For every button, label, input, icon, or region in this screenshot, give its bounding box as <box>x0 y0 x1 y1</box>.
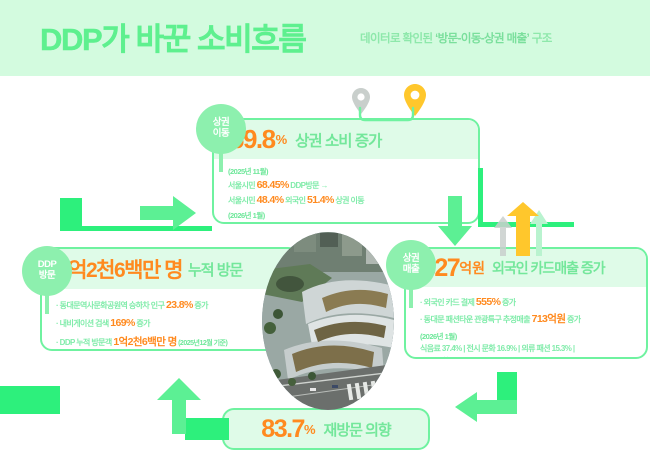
connector-stub-left <box>60 198 82 228</box>
detail-row: (2026년 1월) <box>228 210 466 222</box>
detail-row: (2026년 1월) <box>420 331 634 344</box>
detail-row: 편의 생활 소비 11.8% 등 <box>420 356 634 359</box>
card-revisit-intent[interactable]: 83.7 % 재방문 의향 <box>222 408 430 450</box>
detail-row: 서울시민 68.45% DDP방문 → <box>228 178 466 193</box>
badge-stem <box>409 286 413 308</box>
detail-mid: 증가 <box>565 314 581 324</box>
card-visit-header: 1억2천6백만 명 누적 방문 <box>42 249 298 289</box>
badge-line-1: 상권 <box>402 253 420 265</box>
card-move-header: 69.8 % 상권 소비 증가 <box>214 120 478 159</box>
detail-year: (2026년 1월) <box>228 211 265 221</box>
card-move-label: 상권 소비 증가 <box>295 132 382 150</box>
card-sales-unit: 억원 <box>459 260 485 276</box>
detail-row: 서울시민 80%이상 DDP방문 → 이중 69.8% 상권 소비 <box>228 222 466 224</box>
detail-value-1: 80% <box>257 223 276 224</box>
arrow-right-icon <box>140 196 196 235</box>
detail-row: (2025년 11월) <box>228 166 466 178</box>
detail-row: · 동대문역사문화공원역 승하차 인구 23.8% 증가 <box>56 296 286 314</box>
map-pin-gray-icon <box>352 88 370 119</box>
detail-pre: · DDP 누적 방문객 <box>56 337 114 347</box>
subtitle-pre: 데이터로 확인된 <box>360 33 436 45</box>
detail-pre: · 동대문 패션타운 관광특구 추정매출 <box>420 314 532 324</box>
card-visit-value: 1억2천6백만 명 <box>58 259 183 282</box>
detail-mid: 증가 <box>134 319 150 329</box>
detail-value-1: 23.8% <box>165 299 193 311</box>
header-band <box>0 0 650 76</box>
connector-bar-right-v <box>478 168 483 226</box>
page-subtitle: 데이터로 확인된 ‘방문-이동-상권 매출’ 구조 <box>360 33 553 46</box>
card-sales-label: 외국인 카드매출 증가 <box>491 260 606 276</box>
card-move-unit: % <box>275 132 288 147</box>
connector-bar-left <box>60 226 212 231</box>
detail-value-2: 69.8% <box>345 223 372 224</box>
page-title: DDP가 바꾼 소비흐름 <box>40 22 307 57</box>
detail-post: (2025년12월 기준) <box>176 339 228 347</box>
detail-value-1: 48.4% <box>256 194 284 207</box>
detail-year: (2026년 1월) <box>420 331 457 341</box>
detail-value-1: 169% <box>110 317 135 330</box>
badge-line-2: 방문 <box>38 270 56 281</box>
badge-ddp-visit: DDP 방문 <box>22 246 72 314</box>
detail-pre: 서울시민 <box>228 196 257 206</box>
connector-stub-bottom-right <box>497 372 517 400</box>
detail-mid: 증가 <box>500 298 516 307</box>
detail-year: (2025년 11월) <box>228 167 269 176</box>
detail-post: 상권 이동 <box>333 196 365 206</box>
card-sales-body: · 외국인 카드 결제 555% 증가 · 동대문 패션타운 관광특구 추정매출… <box>406 287 646 359</box>
badge-stem <box>219 150 223 172</box>
detail-mid: 외국인 <box>283 196 307 206</box>
card-revisit-value: 83.7 <box>261 414 305 443</box>
badge-line-1: DDP <box>37 259 57 271</box>
detail-row: · 내비게이션 검색 169% 증가 <box>56 314 286 332</box>
badge-stem <box>45 292 49 314</box>
detail-value-2: 51.4% <box>306 194 334 207</box>
detail-mid: DDP방문 → <box>288 180 328 190</box>
card-revisit-unit: % <box>303 421 316 437</box>
card-commercial-sales[interactable]: 827 억원 외국인 카드매출 증가 · 외국인 카드 결제 555% 증가 ·… <box>404 247 648 359</box>
detail-row: · DDP 누적 방문객 1억2천6백만 명 (2025년12월 기준) <box>56 333 286 349</box>
arrow-down-icon <box>438 196 472 251</box>
detail-value-1: 68.45% <box>256 178 290 191</box>
detail-row: 서울시민 48.4% 외국인 51.4% 상권 이동 <box>228 193 466 208</box>
card-revisit-label: 재방문 의향 <box>323 421 392 439</box>
subtitle-highlight: ‘방문-이동-상권 매출’ <box>435 33 530 45</box>
badge-commercial-sales: 상권 매출 <box>386 240 436 308</box>
card-visit-label: 누적 방문 <box>187 261 243 279</box>
connector-stub-bottom-left <box>185 418 229 440</box>
pin-connector-path <box>358 106 415 122</box>
detail-pre: · 외국인 카드 결제 <box>420 298 476 307</box>
card-ddp-visit[interactable]: 1억2천6백만 명 누적 방문 · 동대문역사문화공원역 승하차 인구 23.8… <box>40 247 300 351</box>
detail-row: · 외국인 카드 결제 555% 증가 <box>420 294 634 311</box>
detail-pre: · 동대문역사문화공원역 승하차 인구 <box>56 301 166 310</box>
card-move-body: (2025년 11월) 서울시민 68.45% DDP방문 → 서울시민 48.… <box>214 159 478 224</box>
map-pin-yellow-icon <box>404 84 426 121</box>
detail-value-1: 555% <box>475 296 501 308</box>
subtitle-post: 구조 <box>529 33 553 45</box>
detail-value-1: 713억원 <box>531 312 566 325</box>
detail-pre: 편의 생활 소비 11.8% 등 <box>420 357 493 359</box>
arrow-left-icon <box>455 392 517 427</box>
badge-line-1: 상권 <box>212 117 230 129</box>
detail-row: 식음료 37.4% | 전시 문화 16.9% | 의류 패션 15.3% | <box>420 343 634 356</box>
detail-value-1: 1억2천6백만 명 <box>113 335 177 348</box>
connector-bar-bottom-left <box>0 386 60 414</box>
growth-arrows-icon <box>492 202 554 261</box>
card-visit-body: · 동대문역사문화공원역 승하차 인구 23.8% 증가 · 내비게이션 검색 … <box>42 289 298 349</box>
badge-line-2: 이동 <box>212 128 230 139</box>
badge-commercial-movement: 상권 이동 <box>196 104 246 172</box>
detail-pre: 식음료 37.4% | 전시 문화 16.9% | 의류 패션 15.3% | <box>420 344 575 354</box>
detail-row: · 동대문 패션타운 관광특구 추정매출 713억원 증가 <box>420 311 634 328</box>
ddp-aerial-photo <box>262 232 394 410</box>
badge-line-2: 매출 <box>402 264 420 275</box>
arrow-up-icon <box>157 378 201 439</box>
detail-pre: · 내비게이션 검색 <box>56 319 111 329</box>
detail-mid: 증가 <box>192 301 208 310</box>
detail-pre: 서울시민 <box>228 180 257 190</box>
